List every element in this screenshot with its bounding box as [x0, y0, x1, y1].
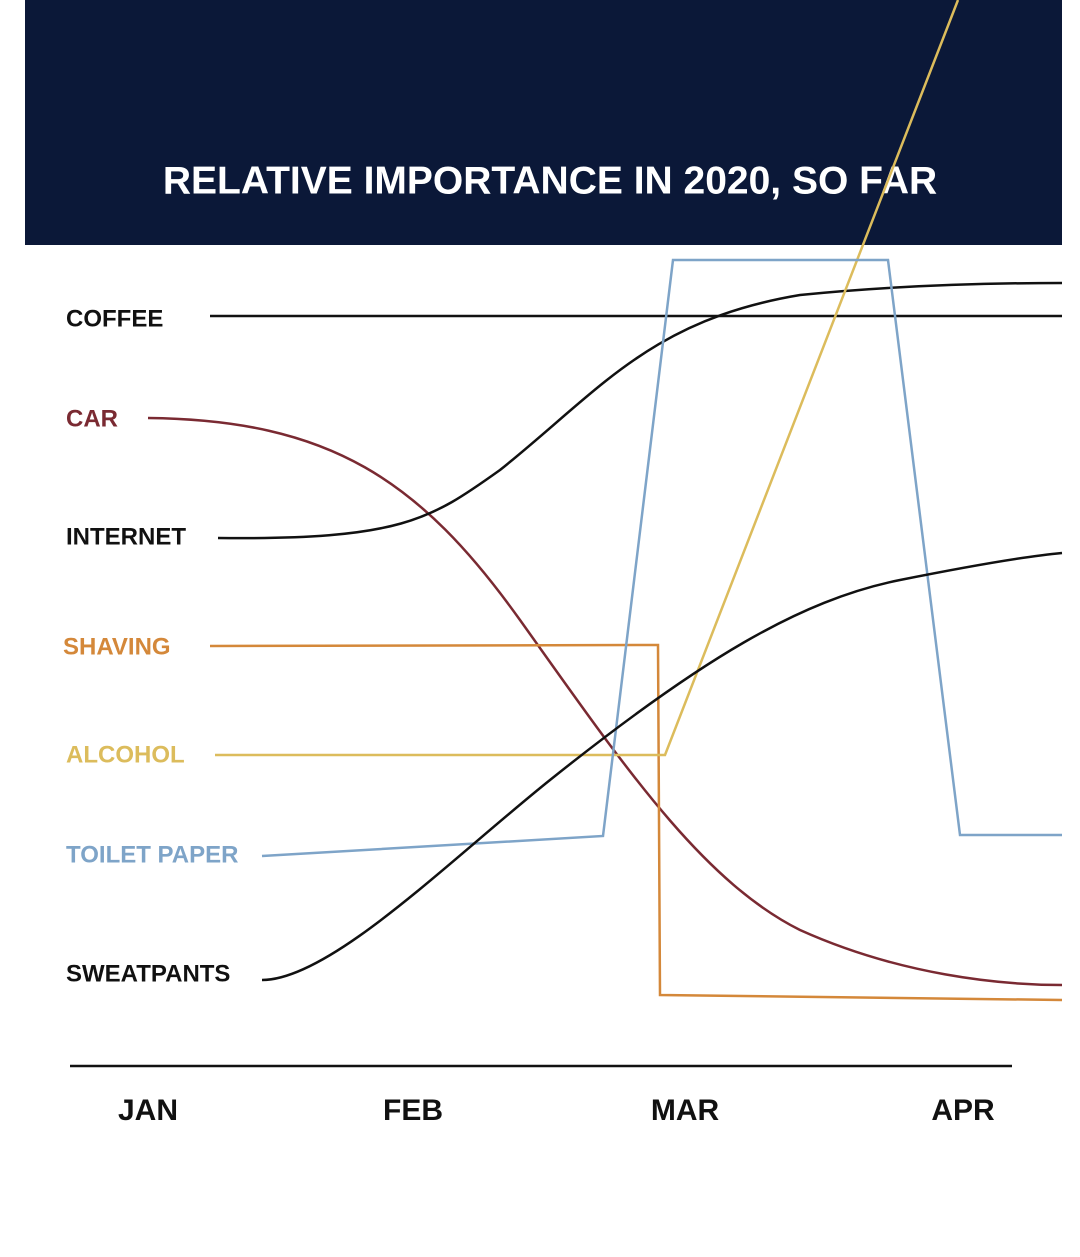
item-label: INTERNET — [66, 523, 186, 550]
internet-line — [217, 281, 1063, 540]
toilet-paper-line — [261, 258, 1062, 858]
item-label: ALCOHOL — [66, 741, 185, 768]
item-label: COFFEE — [66, 305, 163, 332]
item-label: CAR — [66, 405, 118, 432]
month-label: JAN — [118, 1094, 178, 1127]
month-label: FEB — [383, 1094, 443, 1127]
month-label: APR — [931, 1094, 995, 1127]
alcohol-line — [215, 0, 960, 757]
sweatpants-line — [261, 551, 1063, 982]
month-label: MAR — [651, 1094, 720, 1127]
item-label: SWEATPANTS — [66, 960, 230, 987]
header-band — [25, 0, 1062, 245]
item-label: TOILET PAPER — [66, 841, 238, 868]
item-label: SHAVING — [63, 633, 171, 660]
car-line — [147, 416, 1063, 987]
chart-title: RELATIVE IMPORTANCE IN 2020, SO FAR — [163, 159, 937, 202]
shaving-line — [209, 643, 1063, 1002]
